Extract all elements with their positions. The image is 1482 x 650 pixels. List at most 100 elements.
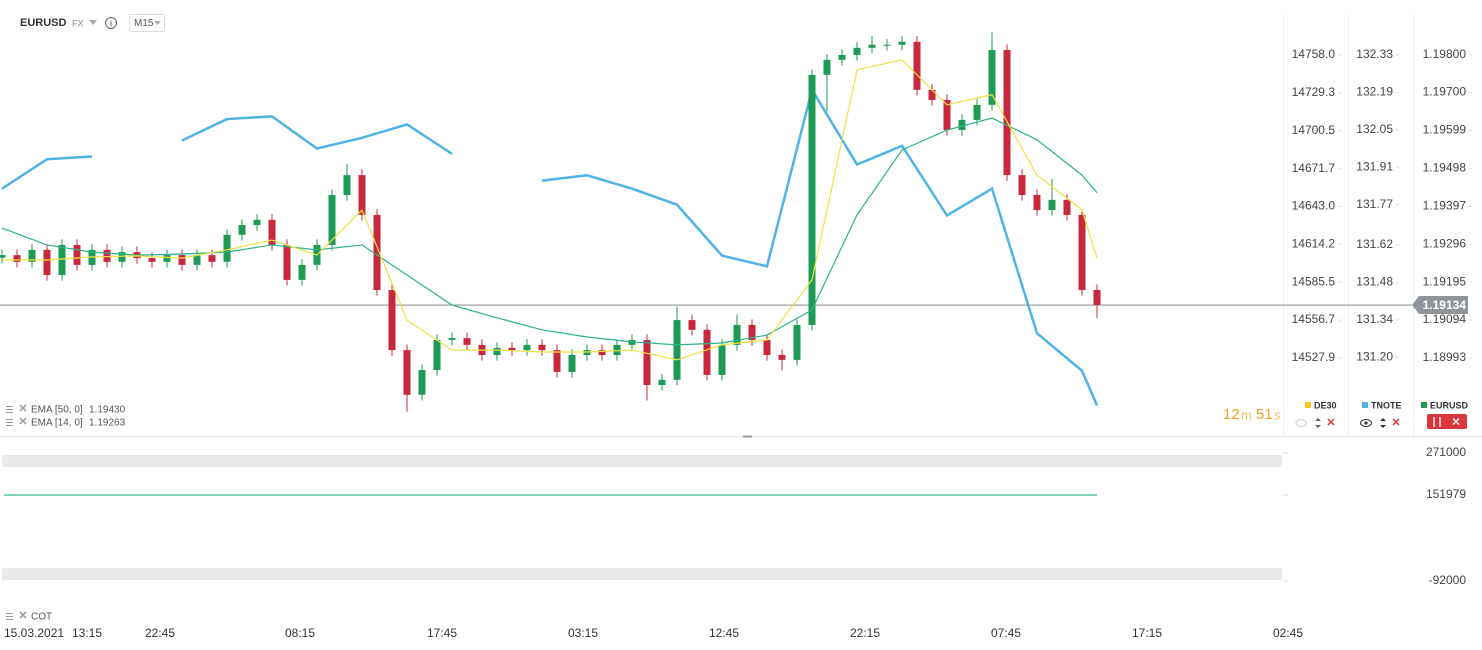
candle-body [733, 324, 741, 345]
candle-body [463, 338, 471, 345]
indicator-icons[interactable] [6, 404, 27, 620]
x-tick-label: 02:45 [1273, 626, 1303, 640]
candle-body [433, 339, 441, 371]
chart-type-button[interactable] [1427, 414, 1467, 429]
legend-swatch [1362, 402, 1368, 408]
candle-body [883, 44, 891, 46]
remove-icon[interactable] [1327, 418, 1335, 426]
legend-label[interactable]: TNOTE [1371, 400, 1402, 410]
candle-body [538, 344, 546, 351]
candle-body [568, 355, 576, 372]
last-price-label: 1.19134 [1423, 298, 1467, 312]
cot-band [2, 568, 1282, 580]
candle-body [163, 255, 171, 262]
legend-swatch [1305, 402, 1311, 408]
legend-label[interactable]: EURUSD [1430, 400, 1469, 410]
y-tick-label: 14758.0 [1292, 47, 1336, 61]
candle-body [673, 320, 681, 380]
y-tick-label: 14585.5 [1292, 274, 1336, 288]
y-tick-label: 14614.2 [1292, 237, 1336, 251]
eye-icon[interactable] [1295, 419, 1307, 427]
candle-body [1048, 199, 1056, 211]
candle-body [148, 258, 156, 262]
cot-tick-label: 151979 [1426, 487, 1466, 501]
x-tick-label: 03:15 [568, 626, 598, 640]
candle-body [793, 324, 801, 360]
y-tick-label: 1.19599 [1423, 123, 1467, 137]
candle-body [523, 344, 531, 351]
candle-body [808, 74, 816, 325]
candle-body [1033, 195, 1041, 211]
candle-body [1078, 214, 1086, 291]
candle-body [223, 234, 231, 262]
y-tick-label: 14556.7 [1292, 312, 1336, 326]
indicator-name: EMA [14, 0] [31, 418, 83, 429]
cot-band [2, 455, 1282, 467]
remove-icon[interactable] [19, 404, 27, 619]
candle-body [268, 219, 276, 245]
symbol[interactable]: EURUSD [20, 17, 67, 29]
candle-body [898, 41, 906, 45]
candle-body [448, 338, 456, 340]
tnote-line [1, 86, 1099, 407]
market: FX [72, 18, 84, 28]
x-tick-label: 08:15 [285, 626, 315, 640]
candle-body [823, 59, 831, 75]
candle-body [913, 41, 921, 90]
countdown-seconds: 51 [1256, 406, 1273, 423]
candle-body [613, 344, 621, 356]
candle-body [403, 350, 411, 395]
candle-body [388, 290, 396, 351]
candle-body [373, 214, 381, 291]
candle-body [1003, 50, 1011, 176]
y-tick-label: 1.19397 [1423, 198, 1467, 212]
candle-body [1063, 199, 1071, 215]
candle-body [298, 264, 306, 280]
ema-line [1, 117, 1098, 346]
y-tick-label: 14671.7 [1292, 161, 1336, 175]
candle-body [238, 225, 246, 235]
legend-controls[interactable] [1295, 414, 1467, 429]
candle-body [43, 249, 51, 276]
y-tick-label: 14729.3 [1292, 85, 1336, 99]
candle-body [688, 320, 696, 330]
y-tick-label: 1.18993 [1423, 350, 1467, 364]
dropdown-arrow[interactable] [89, 20, 97, 25]
countdown-seconds-unit: s [1274, 407, 1281, 422]
remove-icon[interactable] [1392, 418, 1400, 426]
order-icon[interactable] [1315, 418, 1321, 428]
candle-body [283, 244, 291, 280]
candle-body [958, 119, 966, 131]
timeframe[interactable]: M15 [134, 18, 154, 29]
button-icons [1433, 417, 1460, 427]
candle-body [493, 347, 501, 356]
candle-body [328, 195, 336, 245]
candle-body [718, 344, 726, 375]
eye-pupil [1364, 421, 1368, 425]
candle-body [208, 255, 216, 262]
x-tick-label: 07:45 [991, 626, 1021, 640]
candle-body [253, 219, 261, 226]
y-tick-label: 132.33 [1356, 47, 1393, 61]
candle-body [703, 329, 711, 375]
legend-label[interactable]: DE30 [1314, 400, 1337, 410]
x-tick-label: 15.03.2021 [4, 626, 64, 640]
candle-body [418, 370, 426, 395]
timeframe-box[interactable] [129, 14, 165, 32]
candle-body [193, 255, 201, 265]
info-icon[interactable] [105, 17, 117, 29]
candle-body [13, 255, 21, 262]
candle-body [598, 350, 606, 356]
cot-tick-label: -92000 [1429, 573, 1467, 587]
order-icon[interactable] [1380, 418, 1386, 428]
candle-body [928, 89, 936, 100]
y-tick-label: 1.19195 [1423, 274, 1467, 288]
eye-icon[interactable] [1360, 419, 1372, 427]
y-tick-label: 131.48 [1356, 275, 1393, 289]
menu-icon[interactable] [6, 406, 13, 620]
y-tick-label: 14527.9 [1292, 350, 1336, 364]
y-tick-label: 1.19800 [1423, 47, 1467, 61]
candle-body [358, 175, 366, 215]
candle-body [763, 339, 771, 356]
